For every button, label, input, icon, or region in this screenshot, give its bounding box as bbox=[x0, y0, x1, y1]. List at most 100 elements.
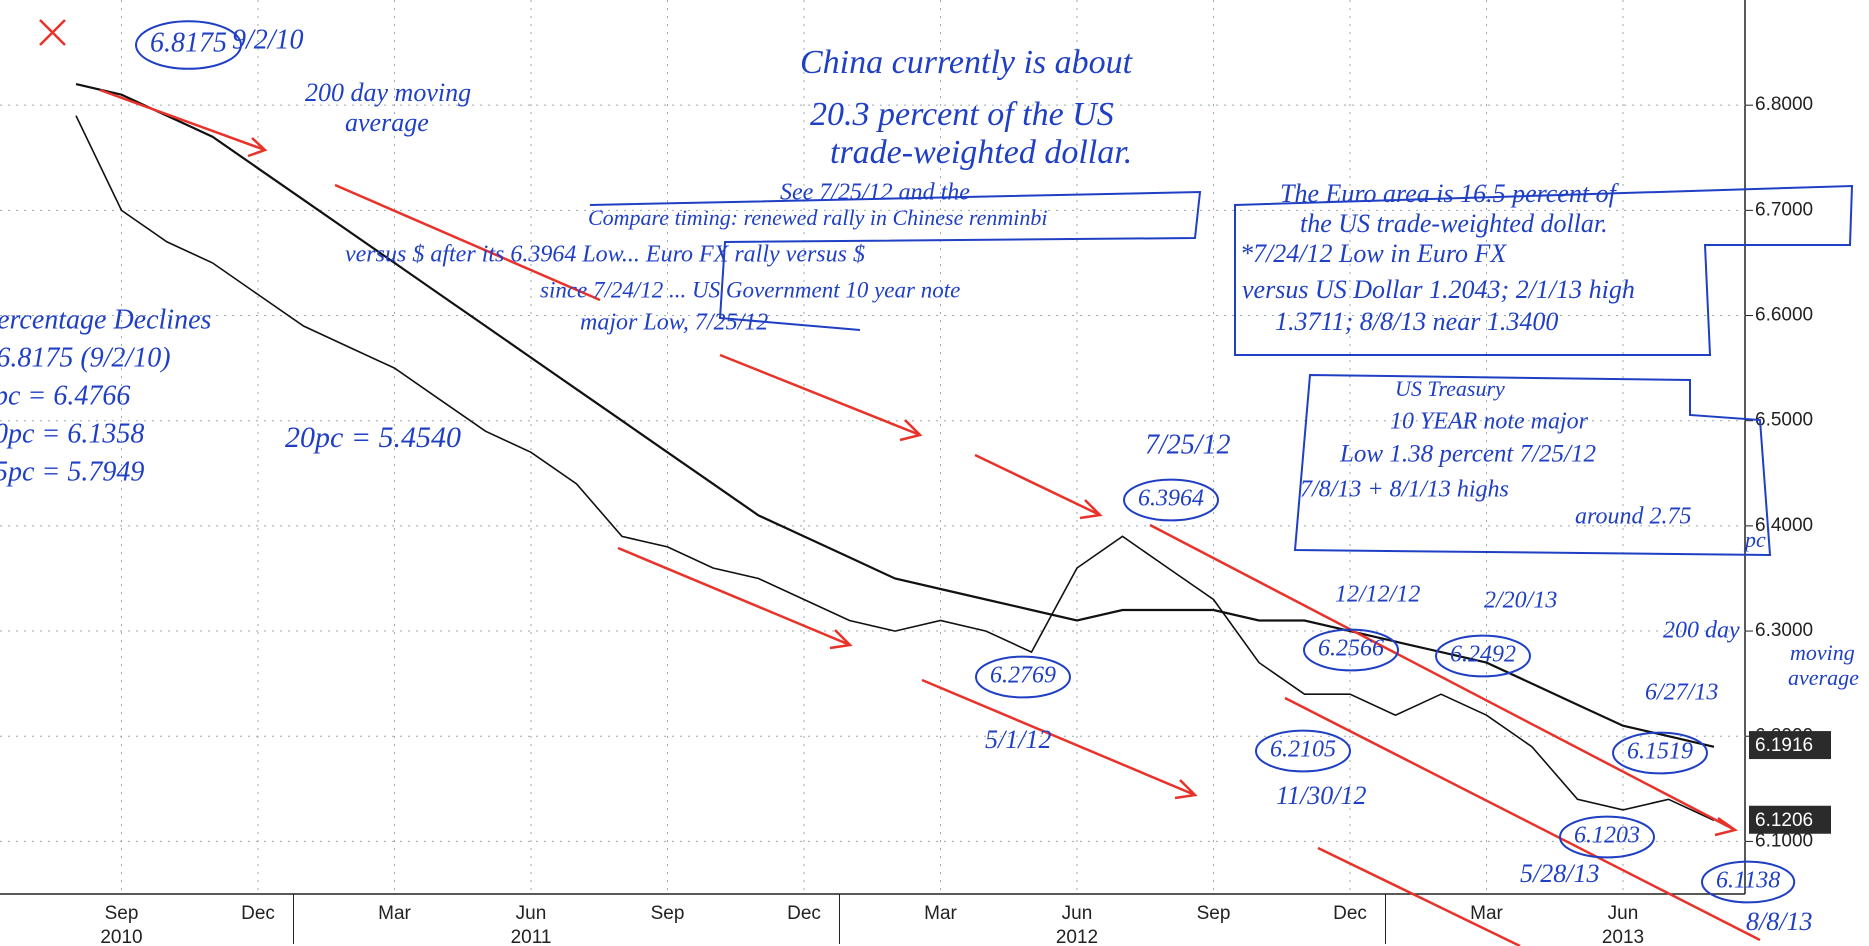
annotation-circle bbox=[1255, 729, 1351, 773]
annotation: 6.3964 bbox=[1138, 486, 1204, 512]
annotation: average bbox=[1788, 665, 1859, 690]
annotation: 20.3 percent of the US bbox=[810, 96, 1114, 133]
y-tick-label: 6.3000 bbox=[1755, 620, 1813, 641]
arrow bbox=[1317, 846, 1521, 946]
year-label: 2012 bbox=[1056, 927, 1098, 946]
series-line bbox=[75, 83, 1715, 748]
annotation: 12/12/12 bbox=[1335, 582, 1420, 608]
last-value-label: 6.1206 bbox=[1755, 810, 1813, 831]
last-value-box bbox=[1749, 805, 1831, 834]
annotation: The Euro area is 16.5 percent of bbox=[1280, 179, 1620, 208]
annotation: 20pc = 5.4540 bbox=[285, 421, 461, 454]
last-value-box bbox=[1749, 731, 1831, 760]
annotation: 7/8/13 + 8/1/13 highs bbox=[1300, 477, 1509, 503]
annotation: 2/20/13 bbox=[1484, 588, 1557, 614]
annotation: US Treasury bbox=[1395, 376, 1505, 401]
annotation: the US trade-weighted dollar. bbox=[1300, 209, 1608, 238]
annotation: 6.1138 bbox=[1716, 868, 1780, 894]
x-tick-label: Sep bbox=[651, 903, 685, 924]
annotation: moving bbox=[1790, 640, 1855, 665]
y-tick-label: 6.7000 bbox=[1755, 199, 1813, 220]
annotation: 5/1/12 bbox=[985, 725, 1051, 754]
annotation: 200 day moving bbox=[305, 78, 471, 107]
annotation: - 6.8175 (9/2/10) bbox=[0, 342, 171, 373]
annotation: 6/27/13 bbox=[1645, 680, 1718, 706]
last-value-label: 6.1916 bbox=[1755, 735, 1813, 756]
annotation: 5/28/13 bbox=[1520, 859, 1599, 888]
year-label: 2011 bbox=[511, 927, 552, 946]
annotation: China currently is about bbox=[800, 44, 1134, 81]
annotation-circle bbox=[975, 655, 1071, 699]
annotation-circle bbox=[1701, 860, 1796, 904]
annotation: 10pc = 6.1358 bbox=[0, 418, 144, 449]
x-tick-label: Jun bbox=[1608, 903, 1639, 924]
annotation: 6.1203 bbox=[1574, 823, 1640, 849]
annotation: 6.8175 bbox=[150, 27, 227, 58]
annotation: 6.1519 bbox=[1627, 739, 1693, 765]
arrow bbox=[617, 546, 853, 650]
note-box bbox=[589, 190, 1202, 331]
annotation: average bbox=[345, 108, 429, 137]
annotation: See 7/25/12 and the bbox=[780, 180, 970, 206]
note-box bbox=[1234, 184, 1854, 356]
annotation: 15pc = 5.7949 bbox=[0, 456, 144, 487]
annotation-circle bbox=[1559, 815, 1655, 859]
annotation-circle bbox=[1303, 628, 1399, 672]
note-boxes bbox=[589, 184, 1854, 557]
year-label: 2010 bbox=[100, 927, 142, 946]
annotation: 1.3711; 8/8/13 near 1.3400 bbox=[1275, 307, 1558, 336]
annotation-circle bbox=[1612, 731, 1708, 775]
arrow bbox=[1284, 696, 1761, 942]
year-label: 2013 bbox=[1602, 927, 1644, 946]
arrow bbox=[99, 88, 268, 158]
x-tick-label: Mar bbox=[378, 903, 411, 924]
arrow bbox=[1149, 523, 1738, 837]
x-tick-label: Dec bbox=[787, 903, 821, 924]
annotation: around 2.75 bbox=[1575, 504, 1691, 530]
note-box bbox=[1293, 373, 1772, 557]
annotation: since 7/24/12 ... US Government 10 year … bbox=[540, 277, 960, 302]
annotation-circle bbox=[1435, 634, 1531, 678]
arrow bbox=[334, 183, 601, 302]
annotation-circle bbox=[135, 20, 242, 70]
x-tick-label: Dec bbox=[241, 903, 275, 924]
annotation: trade-weighted dollar. bbox=[830, 134, 1132, 171]
annotation: 8/8/13 bbox=[1746, 907, 1812, 936]
annotation: Compare timing: renewed rally in Chinese… bbox=[588, 205, 1048, 230]
y-tick-label: 6.1000 bbox=[1755, 830, 1813, 851]
x-tick-label: Dec bbox=[1333, 903, 1367, 924]
arrows bbox=[39, 19, 1761, 946]
y-tick-label: 6.8000 bbox=[1755, 94, 1813, 115]
annotation: versus US Dollar 1.2043; 2/1/13 high bbox=[1242, 275, 1635, 304]
plot: 6.10006.20006.30006.40006.50006.60006.70… bbox=[0, 0, 1831, 946]
annotation: 7/25/12 bbox=[1145, 429, 1231, 460]
y-tick-label: 6.5000 bbox=[1755, 410, 1813, 431]
arrow bbox=[974, 453, 1103, 520]
x-tick-label: Mar bbox=[1470, 903, 1503, 924]
y-tick-label: 6.6000 bbox=[1755, 305, 1813, 326]
x-tick-label: Jun bbox=[516, 903, 547, 924]
x-tick-label: Jun bbox=[1062, 903, 1093, 924]
x-tick-label: Mar bbox=[924, 903, 957, 924]
annotation: 6.2492 bbox=[1450, 642, 1516, 668]
annotation: 6.2566 bbox=[1318, 636, 1384, 662]
annotation-circle bbox=[1123, 478, 1219, 522]
x-tick-label: Sep bbox=[1197, 903, 1231, 924]
x-tick-label: Sep bbox=[105, 903, 139, 924]
y-tick-label: 6.4000 bbox=[1755, 515, 1813, 536]
annotation: Low 1.38 percent 7/25/12 bbox=[1339, 441, 1596, 468]
annotation: major Low, 7/25/12 bbox=[580, 310, 768, 336]
annotation: 6.2105 bbox=[1270, 737, 1336, 763]
annotation: 5pc = 6.4766 bbox=[0, 380, 130, 411]
annotation: 10 YEAR note major bbox=[1390, 409, 1589, 435]
arrow bbox=[719, 353, 923, 442]
annotation: versus $ after its 6.3964 Low... Euro FX… bbox=[345, 242, 865, 268]
annotation: *7/24/12 Low in Euro FX bbox=[1240, 239, 1507, 268]
annotation: 200 day bbox=[1663, 618, 1740, 644]
arrow bbox=[921, 678, 1198, 800]
annotation: 9/2/10 bbox=[232, 24, 304, 55]
star bbox=[39, 19, 66, 46]
annotation: Percentage Declines bbox=[0, 304, 212, 335]
